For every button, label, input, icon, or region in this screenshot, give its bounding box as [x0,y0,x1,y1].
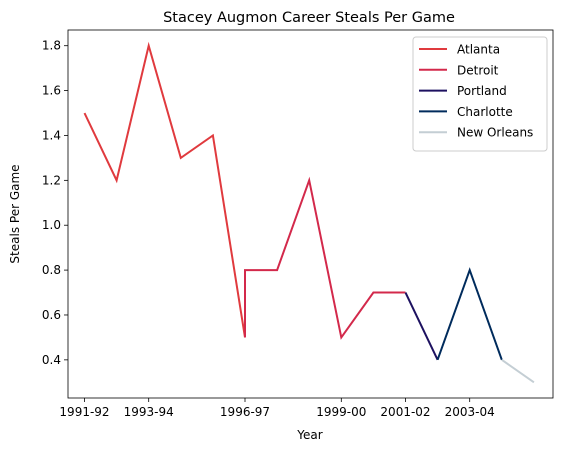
y-tick-label: 0.4 [42,353,61,367]
series-line-detroit [244,176,406,340]
series-line-charlotte [436,267,503,361]
y-axis-label: Steals Per Game [8,164,22,263]
legend-label: Charlotte [457,105,513,119]
x-tick-label: 1999-00 [316,405,366,419]
y-tick-label: 1.4 [42,128,61,142]
y-tick-label: 1.6 [42,84,61,98]
chart-title: Stacey Augmon Career Steals Per Game [163,10,455,26]
y-tick-label: 1.0 [42,218,61,232]
legend-label: Atlanta [457,43,500,57]
x-tick-label: 1996-97 [220,405,270,419]
y-tick-label: 0.6 [42,308,61,322]
x-axis: 1991-92 1993-94 1996-97 1999-00 2001-02 2003-… [59,398,495,419]
x-tick-label: 1993-94 [124,405,174,419]
x-tick-label: 2003-04 [445,405,495,419]
series-line-atlanta [83,41,246,338]
y-axis: 0.4 0.6 0.8 1.0 1.2 1.4 1.6 1.8 [42,39,68,367]
x-tick-label: 2001-02 [380,405,430,419]
legend-box [412,36,548,152]
legend-label: Portland [457,84,507,98]
y-tick-label: 1.2 [42,173,61,187]
series-line-portland [404,292,439,361]
legend: Atlanta Detroit Portland Charlotte New Orlea… [412,36,548,152]
series-line-new-orleans [501,359,535,384]
legend-label: New Orleans [457,126,533,140]
x-axis-label: Year [296,428,322,442]
plot-frame [67,29,554,399]
x-tick-label: 1991-92 [59,405,109,419]
legend-label: Detroit [457,63,499,77]
y-tick-label: 1.8 [42,39,61,53]
y-tick-label: 0.8 [42,263,61,277]
plot-area [83,41,535,384]
